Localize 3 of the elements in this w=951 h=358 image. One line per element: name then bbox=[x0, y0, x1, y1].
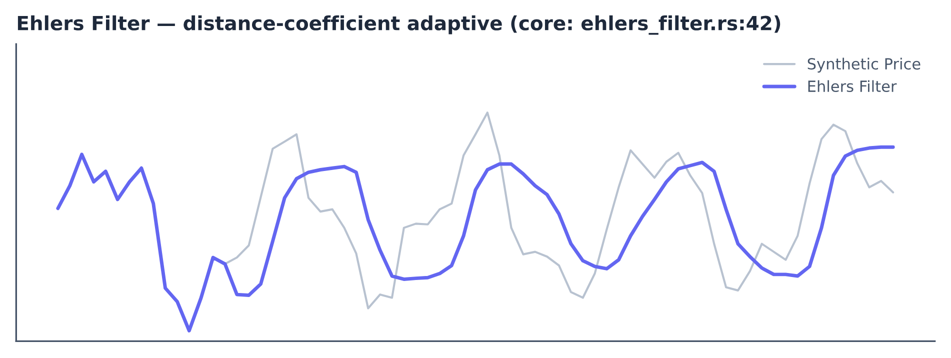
chart-title: Ehlers Filter — distance-coefficient adaptive (core: ehlers_filter.rs:42) bbox=[18, 15, 780, 35]
legend-label: Ehlers Filter bbox=[808, 80, 897, 92]
legend-label: Synthetic Price bbox=[808, 58, 920, 73]
